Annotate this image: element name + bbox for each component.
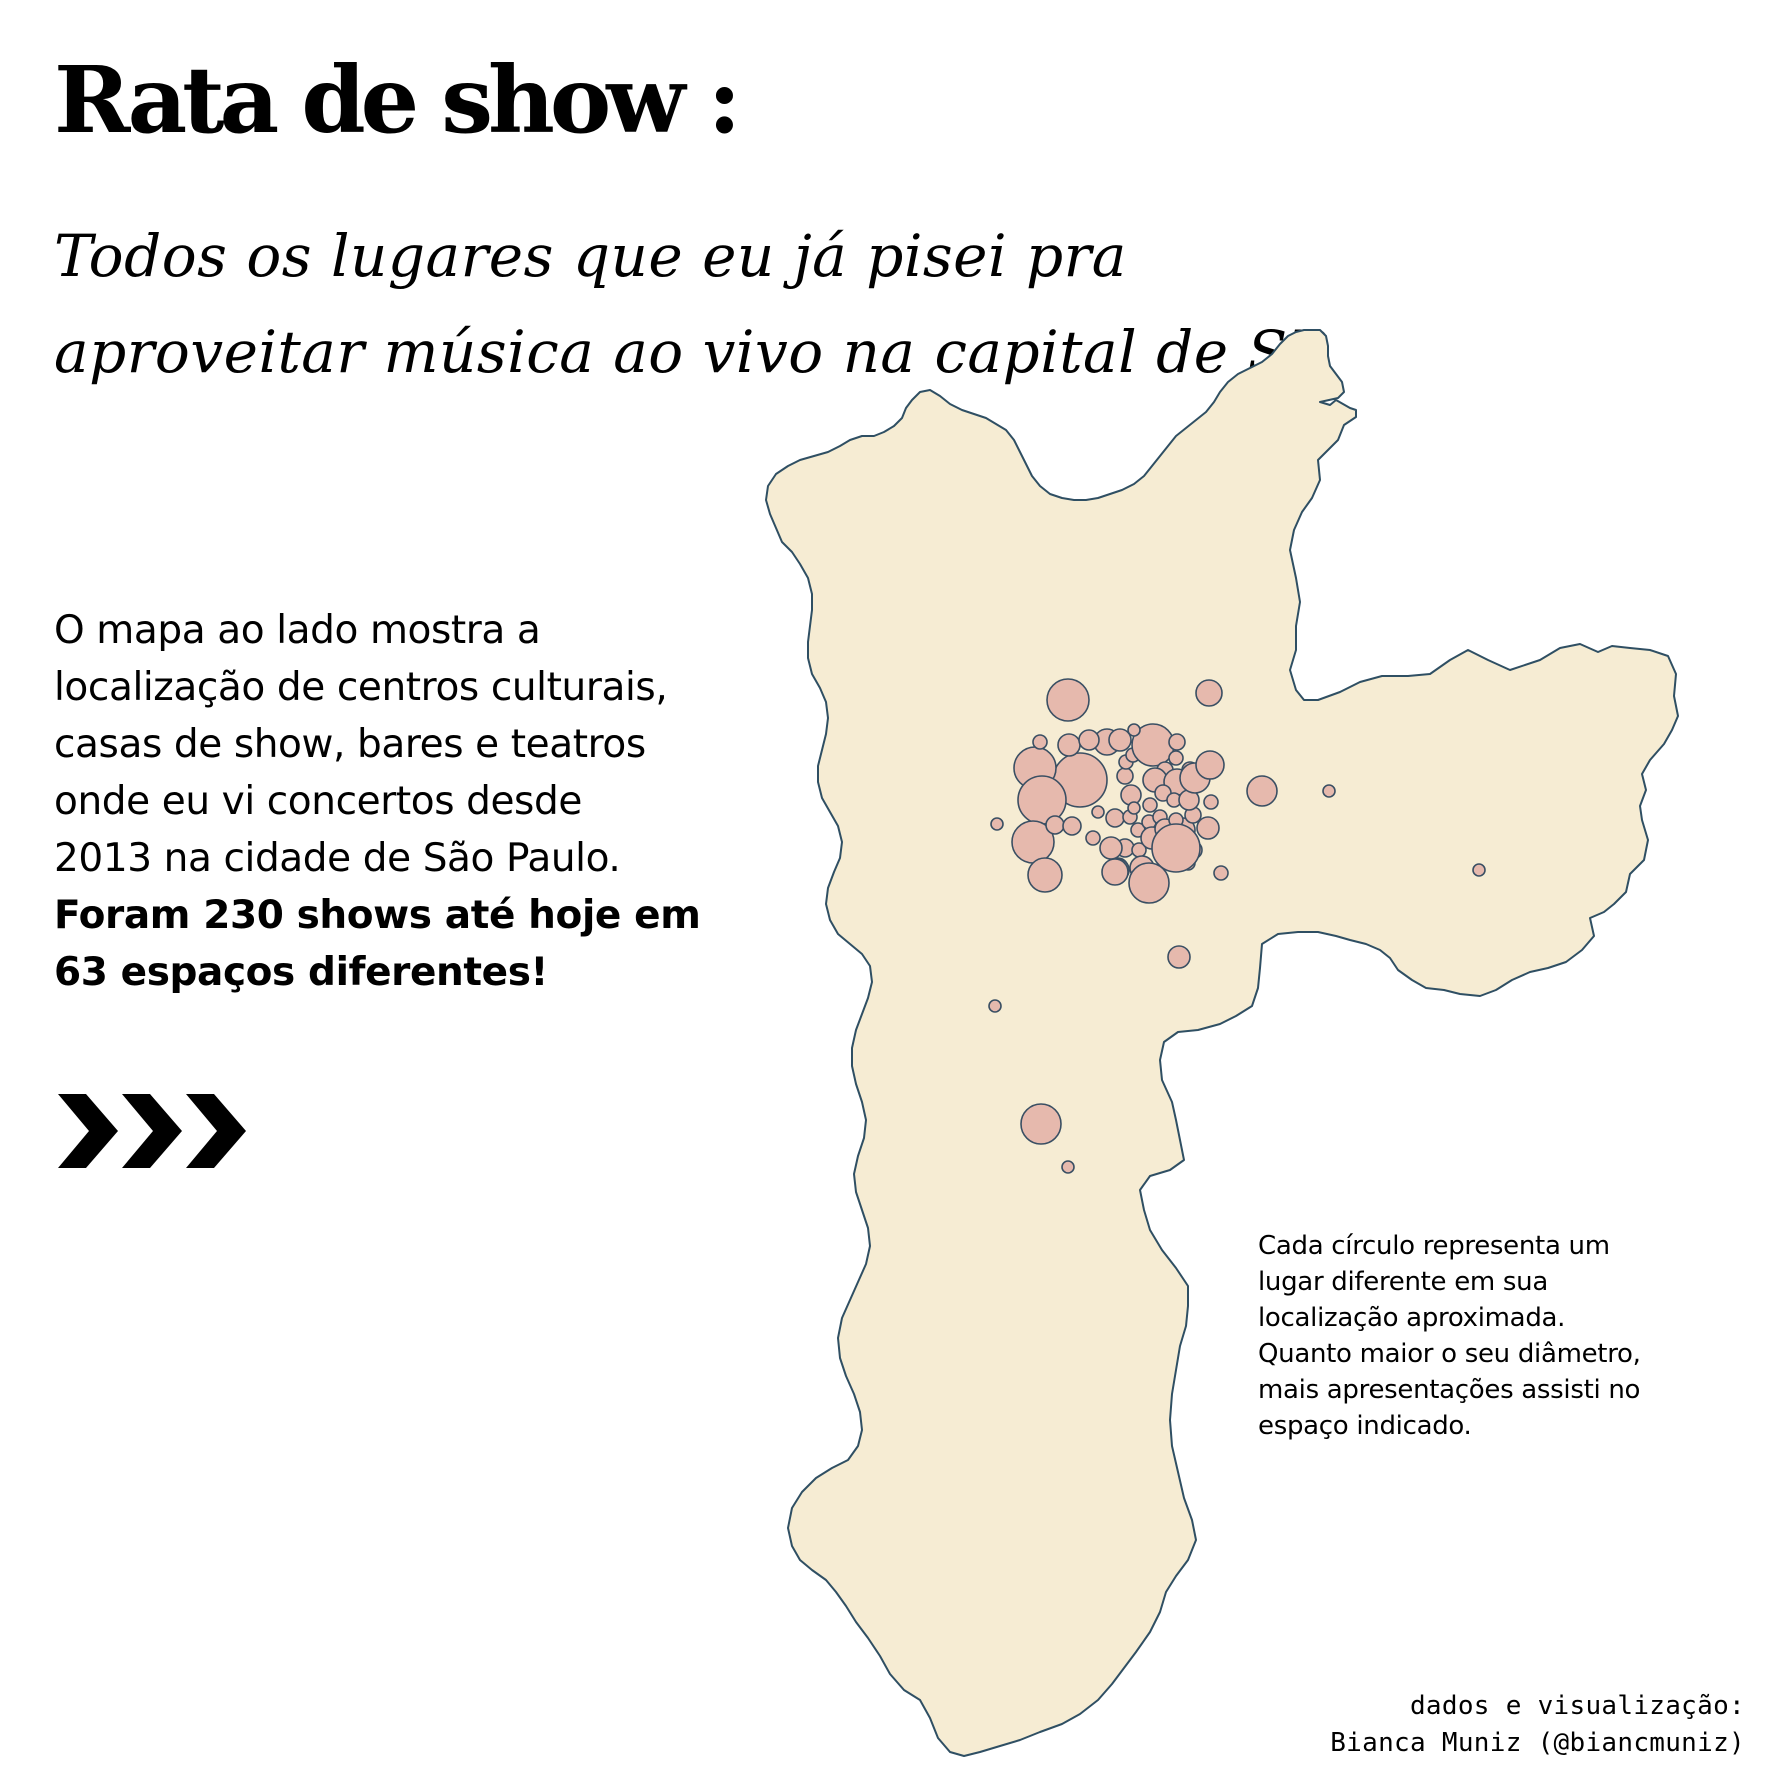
venue-circle — [1116, 767, 1134, 785]
venue-circle — [1168, 733, 1186, 751]
legend-note-line-2: lugar diferente em sua — [1258, 1267, 1548, 1297]
description-highlight-line-1: Foram 230 shows até hoje em — [54, 893, 701, 938]
credits-line-1: dados e visualização: — [1409, 1691, 1745, 1721]
description-highlight-line-2: 63 espaços diferentes! — [54, 950, 548, 995]
page-title: Rata de show : — [54, 46, 741, 154]
venue-circle — [1203, 794, 1219, 810]
description-line-2: localização de centros culturais, — [54, 665, 668, 710]
legend-note-line-1: Cada círculo representa um — [1258, 1231, 1610, 1261]
venue-circle — [1213, 865, 1229, 881]
legend-note-line-6: espaço indicado. — [1258, 1411, 1472, 1441]
venue-circle — [1142, 797, 1158, 813]
venue-circle — [1168, 750, 1184, 766]
venue-circle — [1128, 862, 1170, 904]
venue-circle — [1101, 858, 1129, 886]
venue-circle — [1091, 805, 1105, 819]
venue-circle — [1105, 808, 1125, 828]
description-text: O mapa ao lado mostra a localização de c… — [54, 602, 814, 1001]
description-line-3: casas de show, bares e teatros — [54, 722, 646, 767]
chevron-right-icon — [122, 1094, 182, 1168]
description-line-4: onde eu vi concertos desde — [54, 779, 582, 824]
venue-circle — [1127, 723, 1141, 737]
chevron-right-icon — [58, 1094, 118, 1168]
credits: dados e visualização: Bianca Muniz (@bia… — [1330, 1688, 1745, 1762]
venue-circle — [1045, 815, 1065, 835]
legend-note-line-5: mais apresentações assisti no — [1258, 1375, 1641, 1405]
triple-chevron-right-icon — [58, 1094, 246, 1168]
venue-circle — [1196, 816, 1220, 840]
credits-line-2: Bianca Muniz (@biancmuniz) — [1330, 1728, 1745, 1758]
page-subtitle: Todos os lugares que eu já pisei pra apr… — [54, 208, 1614, 400]
venue-circle — [1061, 1160, 1075, 1174]
venue-circle — [1046, 678, 1090, 722]
venue-circle — [1472, 863, 1486, 877]
venue-circles — [988, 678, 1486, 1174]
description-line-5: 2013 na cidade de São Paulo. — [54, 836, 621, 881]
sao-paulo-city-shape — [765, 329, 1679, 1757]
venue-circle — [1032, 734, 1048, 750]
subtitle-line-2: aproveitar música ao vivo na capital de … — [54, 318, 1328, 386]
legend-note-line-4: Quanto maior o seu diâmetro, — [1258, 1339, 1641, 1369]
venue-circle — [990, 817, 1004, 831]
legend-note-line-3: localização aproximada. — [1258, 1303, 1566, 1333]
venue-circle — [1195, 679, 1223, 707]
venue-circle — [1108, 728, 1132, 752]
venue-circle — [1127, 801, 1141, 815]
venue-circle — [1246, 775, 1278, 807]
venue-circle — [988, 999, 1002, 1013]
map-legend-note: Cada círculo representa um lugar diferen… — [1258, 1228, 1718, 1444]
venue-circle — [1167, 945, 1191, 969]
venue-circle — [1078, 729, 1100, 751]
description-line-1: O mapa ao lado mostra a — [54, 608, 541, 653]
venue-circle — [1062, 816, 1082, 836]
venue-circle — [1057, 733, 1081, 757]
venue-circle — [1099, 836, 1123, 860]
venue-circle — [1195, 750, 1225, 780]
chevron-right-icon — [186, 1094, 246, 1168]
venue-circle — [1322, 784, 1336, 798]
venue-circle — [1085, 830, 1101, 846]
venue-circle — [1020, 1103, 1062, 1145]
venue-circle — [1151, 823, 1201, 873]
subtitle-line-1: Todos os lugares que eu já pisei pra — [54, 222, 1127, 290]
venue-circle — [1027, 857, 1063, 893]
